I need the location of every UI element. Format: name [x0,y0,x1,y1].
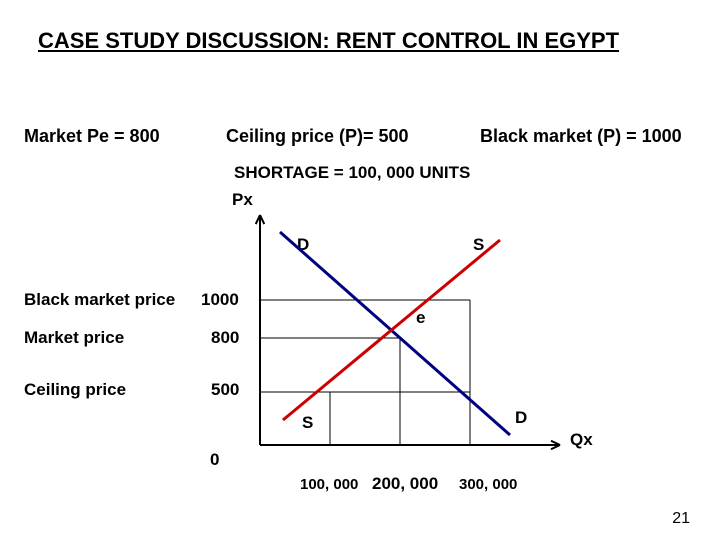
supply-demand-chart [0,0,720,540]
